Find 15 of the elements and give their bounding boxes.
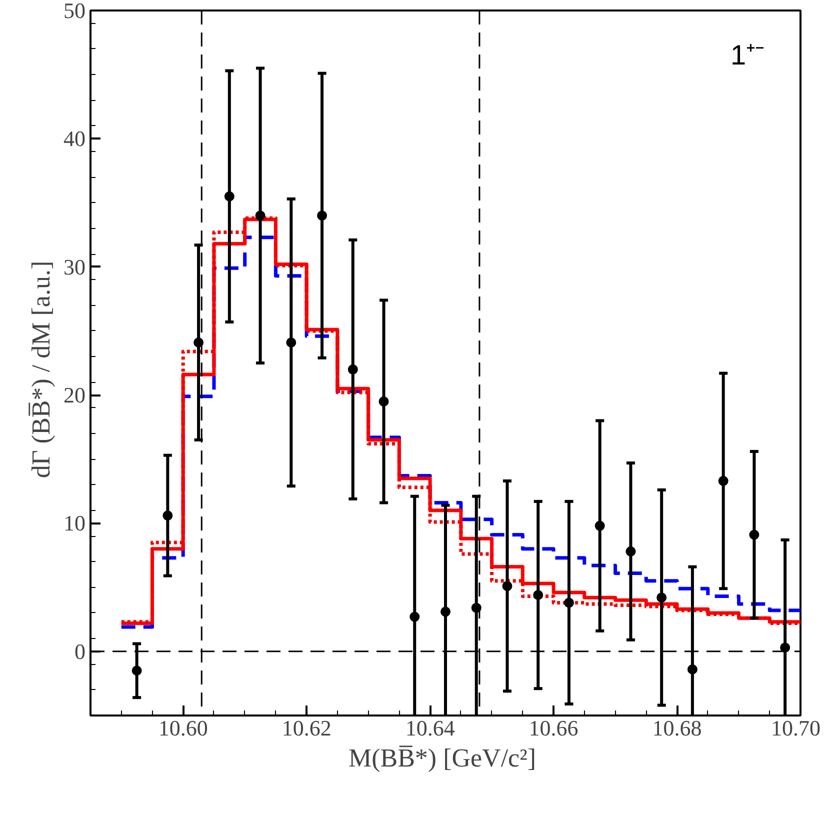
x-tick-label: 10.62 — [282, 716, 332, 740]
annotation: 1⁺⁻ — [730, 40, 764, 70]
y-tick-label: 0 — [74, 638, 86, 664]
y-tick-label: 30 — [64, 254, 86, 280]
x-tick-label: 10.66 — [528, 716, 578, 740]
y-tick-label: 40 — [64, 126, 86, 152]
y-tick-label: 10 — [64, 510, 86, 536]
x-tick-label: 10.60 — [158, 716, 208, 740]
y-axis-title: dΓ (BB̅*) / dM [a.u.] — [26, 260, 56, 478]
y-tick-label: 20 — [64, 382, 86, 408]
x-tick-label: 10.64 — [405, 716, 455, 740]
x-axis-title: M(BB̅*) [GeV/c²] — [348, 744, 536, 772]
y-tick-label: 50 — [64, 0, 86, 23]
x-tick-label: 10.70 — [771, 716, 820, 740]
x-tick-label: 10.68 — [652, 716, 702, 740]
